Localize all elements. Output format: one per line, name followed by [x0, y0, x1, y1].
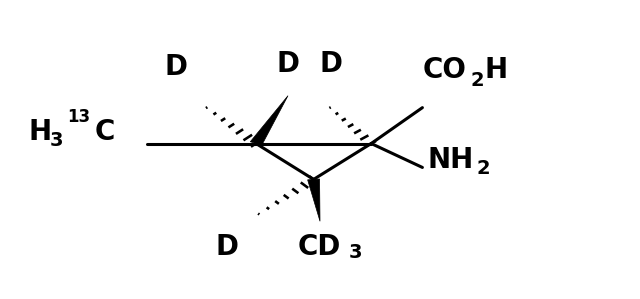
Text: D: D — [320, 50, 343, 78]
Text: 3: 3 — [49, 131, 63, 150]
Text: D: D — [276, 50, 300, 78]
Text: D: D — [164, 53, 188, 81]
Polygon shape — [250, 96, 288, 145]
Text: C: C — [95, 118, 115, 146]
Text: 13: 13 — [67, 108, 90, 126]
Text: H: H — [29, 118, 52, 146]
Text: 2: 2 — [477, 158, 490, 178]
Polygon shape — [308, 179, 320, 221]
Text: CD: CD — [298, 233, 341, 261]
Text: D: D — [216, 233, 239, 261]
Text: 2: 2 — [470, 71, 484, 90]
Text: CO: CO — [422, 56, 467, 84]
Text: H: H — [484, 56, 508, 84]
Text: NH: NH — [428, 146, 474, 174]
Text: 3: 3 — [349, 243, 362, 262]
